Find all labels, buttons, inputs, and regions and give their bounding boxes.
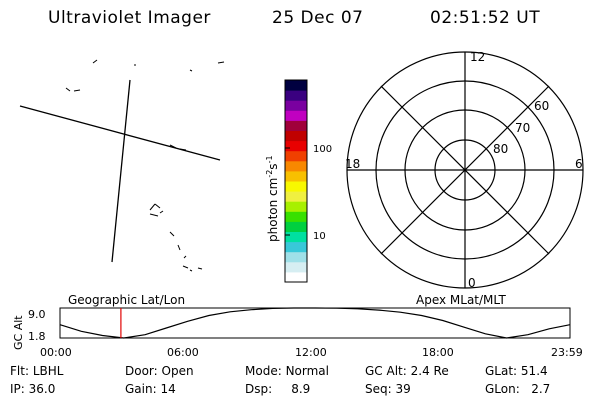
colorbar-cell xyxy=(285,170,307,182)
x-tick-0600: 06:00 xyxy=(167,346,199,359)
colorbar-cell xyxy=(285,140,307,152)
colorbar-cell xyxy=(285,160,307,172)
mlat-label-60: 60 xyxy=(534,99,549,113)
dsp-field: Dsp: 8.9 xyxy=(245,382,311,396)
mode-field: Mode: Normal xyxy=(245,364,329,378)
header-time: 02:51:52 UT xyxy=(430,8,541,28)
coastline-fragments xyxy=(65,59,225,272)
apex-panel-label: Apex MLat/MLT xyxy=(416,293,506,307)
colorbar-cell xyxy=(285,181,307,192)
mlat-label-80: 80 xyxy=(493,142,508,156)
gcalt-value: 2.4 Re xyxy=(410,364,449,378)
x-tick-0000: 00:00 xyxy=(40,346,72,359)
colorbar-tick-100: 100 xyxy=(313,144,332,155)
filter-field: Flt: LBHL xyxy=(10,364,64,378)
colorbar-tick-10: 10 xyxy=(313,231,326,242)
colorbar-cell xyxy=(285,90,307,101)
colorbar-cell xyxy=(285,211,307,222)
colorbar-cell xyxy=(285,150,307,162)
colorbar-scale xyxy=(285,80,307,283)
colorbar: 100 10 photon cm-2s-1 xyxy=(265,79,332,283)
colorbar-cell xyxy=(285,120,307,131)
glat-value: 51.4 xyxy=(520,364,548,378)
x-tick-1200: 12:00 xyxy=(295,346,327,359)
colorbar-cell xyxy=(285,251,307,263)
gcalt-field: GC Alt: 2.4 Re xyxy=(365,364,449,378)
colorbar-cell xyxy=(285,100,307,111)
glon-value: 2.7 xyxy=(531,382,551,396)
mlt-label-6: 6 xyxy=(575,157,583,171)
y-tick-1-8: 1.8 xyxy=(28,330,46,343)
glat-field: GLat: 51.4 xyxy=(485,364,548,378)
latitude-line xyxy=(19,105,221,161)
altitude-timeline-chart: GC Alt 9.0 1.8 00:00 06:00 12:00 18:00 2… xyxy=(12,307,583,359)
seq-value: 39 xyxy=(395,382,411,396)
filter-value: LBHL xyxy=(32,364,64,378)
seq-field: Seq: 39 xyxy=(365,382,411,396)
polar-plot: 12 18 6 0 60 70 80 xyxy=(345,50,584,290)
colorbar-frame xyxy=(284,79,308,283)
glon-field: GLon: 2.7 xyxy=(485,382,551,396)
polar-diagonal-2 xyxy=(380,85,550,255)
geographic-panel-label: Geographic Lat/Lon xyxy=(68,293,186,307)
gain-field: Gain: 14 xyxy=(125,382,176,396)
ip-field: IP: 36.0 xyxy=(10,382,56,396)
colorbar-cell xyxy=(285,261,307,273)
y-tick-9: 9.0 xyxy=(28,308,46,321)
colorbar-cell xyxy=(285,110,307,121)
colorbar-cell xyxy=(285,221,307,232)
colorbar-cell xyxy=(285,241,307,253)
colorbar-cell xyxy=(285,191,307,202)
mlt-label-18: 18 xyxy=(345,157,360,171)
app-title: Ultraviolet Imager xyxy=(48,8,211,28)
gain-value: 14 xyxy=(160,382,176,396)
door-value: Open xyxy=(161,364,194,378)
mlt-label-12: 12 xyxy=(470,50,485,64)
mlat-label-70: 70 xyxy=(515,121,530,135)
geographic-image-panel xyxy=(19,59,225,272)
colorbar-cell xyxy=(285,80,307,91)
mlt-label-0: 0 xyxy=(468,276,476,290)
x-tick-1800: 18:00 xyxy=(422,346,454,359)
y-axis-label: GC Alt xyxy=(12,315,25,350)
longitude-line xyxy=(111,79,131,263)
door-field: Door: Open xyxy=(125,364,194,378)
x-tick-2359: 23:59 xyxy=(551,346,583,359)
header-date: 25 Dec 07 xyxy=(272,8,364,28)
colorbar-cell xyxy=(285,201,307,212)
dsp-value: 8.9 xyxy=(291,382,311,396)
mode-value: Normal xyxy=(285,364,329,378)
altitude-series-line xyxy=(59,307,571,339)
colorbar-cell xyxy=(285,231,307,243)
colorbar-cell xyxy=(285,271,307,283)
colorbar-label: photon cm-2s-1 xyxy=(265,155,280,242)
ip-value: 36.0 xyxy=(28,382,56,396)
chart-frame xyxy=(59,307,571,339)
colorbar-cell xyxy=(285,130,307,142)
